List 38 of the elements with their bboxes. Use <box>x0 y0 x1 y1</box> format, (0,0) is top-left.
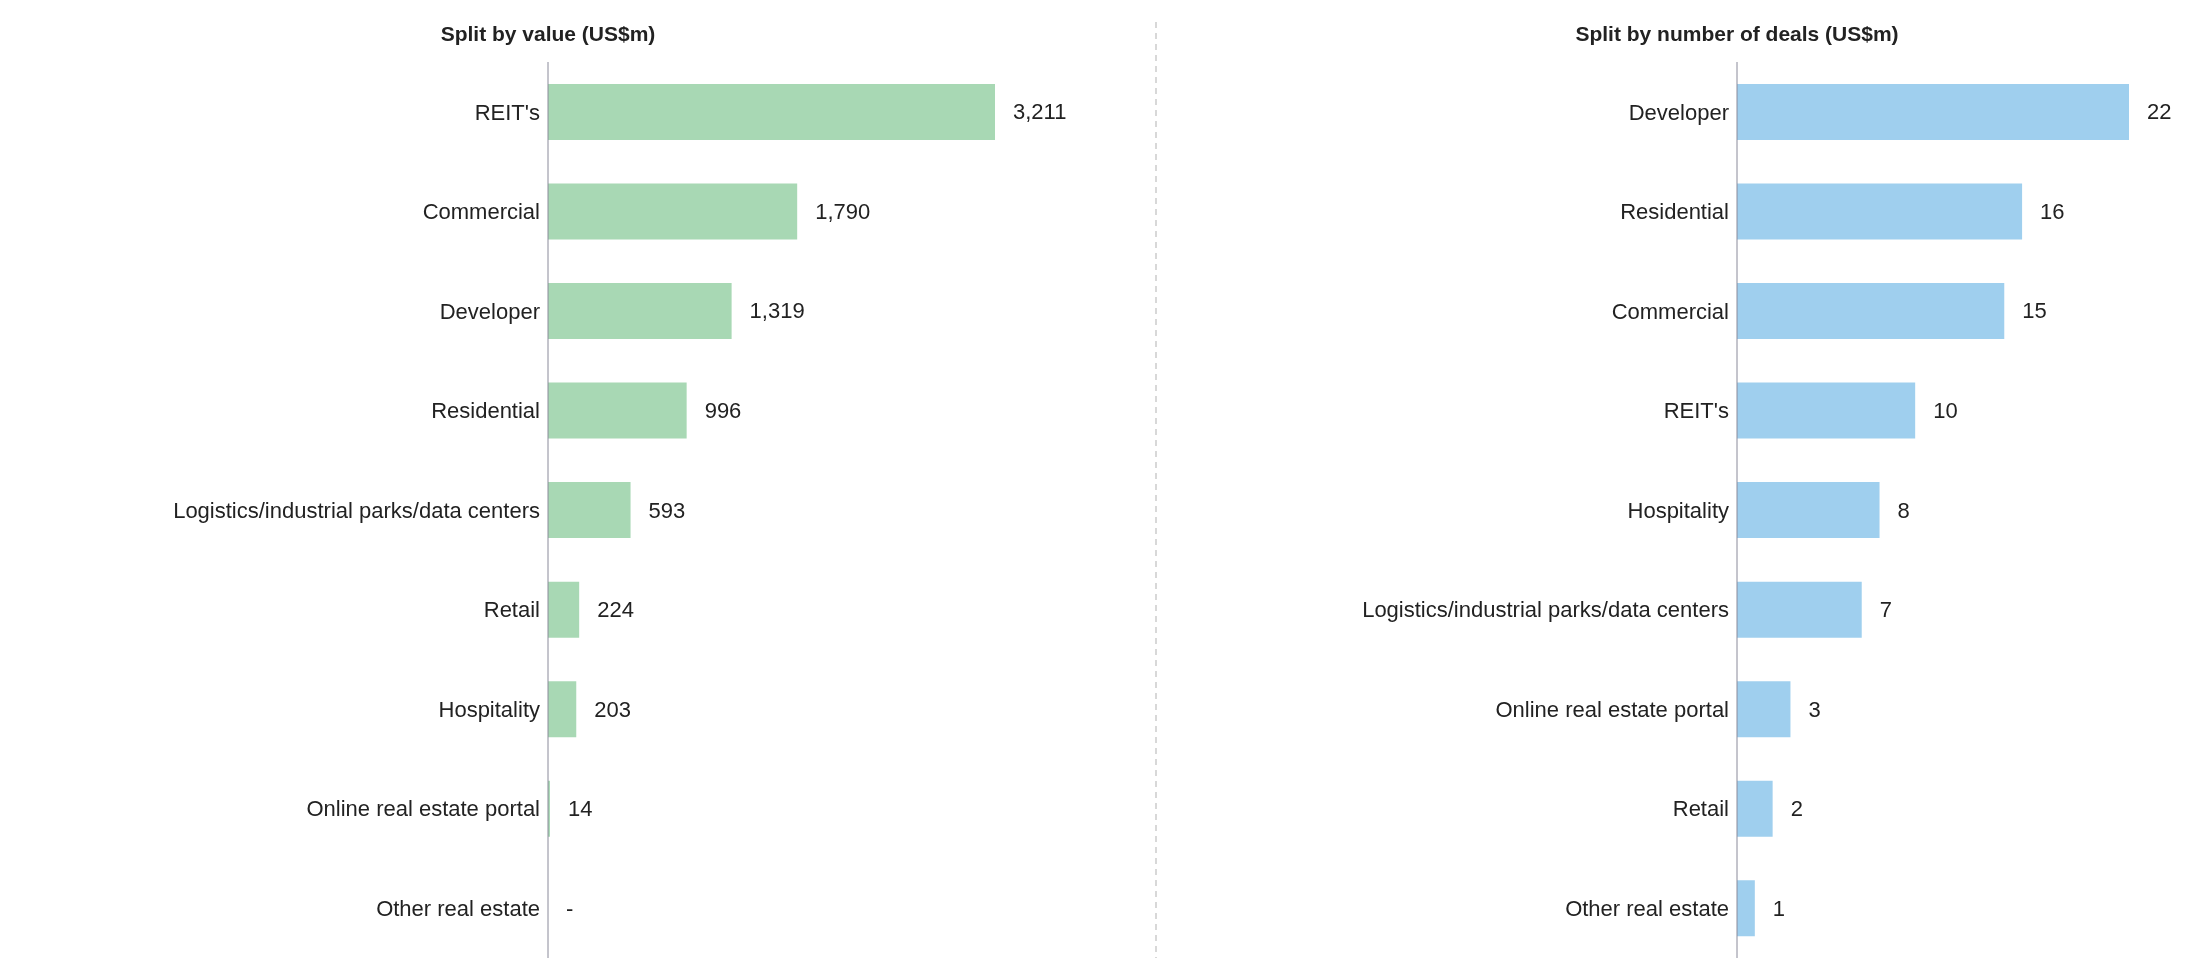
data-label: 8 <box>1897 497 1910 523</box>
y-tick-label: Developer <box>1628 99 1729 125</box>
y-tick-label: Retail <box>1672 796 1729 822</box>
chart-title: Split by value (US$m) <box>439 22 657 46</box>
data-label: 1,790 <box>815 198 871 224</box>
y-tick-label: Hospitality <box>438 696 540 722</box>
y-tick-label: REIT's <box>1663 398 1729 424</box>
data-label: 3,211 <box>1013 99 1067 125</box>
y-tick-label: Other real estate <box>1565 896 1729 922</box>
data-label: 10 <box>1933 397 1958 423</box>
y-tick-label: Residential <box>1620 199 1729 225</box>
y-tick-label: Retail <box>483 597 540 623</box>
y-tick-label: Online real estate portal <box>306 796 540 822</box>
y-tick-label: Commercial <box>1611 298 1729 324</box>
y-tick-label: Logistics/industrial parks/data centers <box>173 497 540 523</box>
y-tick-label: Hospitality <box>1627 497 1729 523</box>
data-label: 224 <box>597 597 634 623</box>
data-label: 16 <box>2040 198 2065 224</box>
data-label: 22 <box>2147 99 2172 125</box>
y-tick-label: Logistics/industrial parks/data centers <box>1362 597 1729 623</box>
data-label: 593 <box>648 497 686 523</box>
data-label: 14 <box>567 796 593 822</box>
data-label: 2 <box>1790 796 1803 822</box>
y-tick-label: Commercial <box>422 199 540 225</box>
data-label: 1 <box>1772 895 1786 921</box>
data-label: 7 <box>1879 597 1892 623</box>
chart-title: Split by number of deals (US$m) <box>1574 22 1900 46</box>
data-label: 996 <box>704 397 742 423</box>
y-tick-label: Developer <box>439 298 540 324</box>
data-label: 1,319 <box>749 298 805 324</box>
data-label: 203 <box>594 696 631 722</box>
data-label: 15 <box>2022 298 2047 324</box>
y-tick-label: Residential <box>431 398 540 424</box>
y-tick-label: Other real estate <box>376 896 540 922</box>
y-tick-label: REIT's <box>474 99 540 125</box>
data-label: 3 <box>1808 696 1821 722</box>
y-tick-label: Online real estate portal <box>1495 696 1729 722</box>
data-label: - <box>566 895 574 921</box>
